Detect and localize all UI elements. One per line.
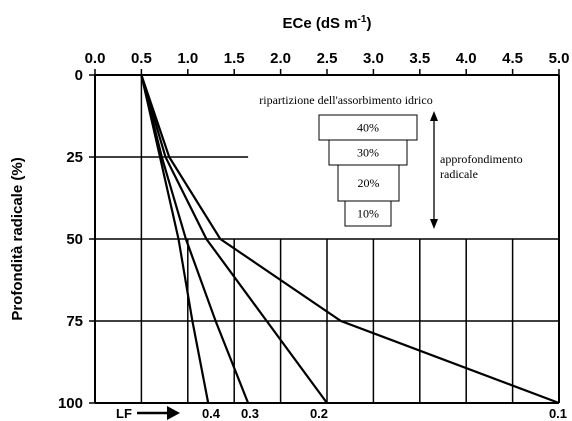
series-line-lf-0.4	[140, 74, 210, 404]
lf-value-label: 0.1	[549, 406, 567, 421]
y-tick-label: 75	[66, 313, 83, 330]
x-tick-labels: 0.0 0.5 1.0 1.5 2.0 2.5 3.0 3.5 4.0 4.5 5.0	[85, 50, 570, 75]
series-line-lf-0.1	[140, 74, 560, 405]
y-tick-label: 0	[75, 67, 83, 84]
x-tick-label: 1.5	[224, 50, 245, 67]
x-tick-label: 3.5	[409, 50, 430, 67]
distribution-value: 30%	[357, 146, 379, 160]
gridlines	[94, 74, 560, 404]
annotation: ripartizione dell'assorbimento idrico 40%…	[259, 93, 523, 229]
distribution-box-1	[318, 114, 418, 141]
distribution-box-4	[344, 200, 392, 227]
x-axis-label: ECe (dS m-1)	[283, 14, 372, 32]
distribution-title: ripartizione dell'assorbimento idrico	[259, 93, 432, 107]
x-tick-label: 4.0	[456, 50, 477, 67]
distribution-box-3	[337, 164, 400, 202]
distribution-value: 20%	[358, 176, 380, 190]
deepening-label-2: radicale	[440, 167, 478, 181]
y-tick-label: 100	[58, 395, 83, 412]
x-tick-label: 3.0	[363, 50, 384, 67]
lf-value-label: 0.2	[310, 406, 328, 421]
distribution-value: 40%	[357, 121, 379, 135]
y-tick-label: 25	[66, 149, 83, 166]
lf-value-label: 0.3	[241, 406, 259, 421]
series-lines	[140, 74, 560, 405]
distribution-box-2	[328, 139, 408, 166]
series-line-lf-0.2	[140, 74, 328, 404]
x-tick-label: 0.5	[131, 50, 152, 67]
x-tick-label: 4.5	[502, 50, 523, 67]
distribution-value: 10%	[357, 207, 379, 221]
x-tick-label: 0.0	[85, 50, 106, 67]
deepening-label-1: approfondimento	[440, 152, 523, 166]
lf-arrow-head	[167, 406, 180, 420]
x-tick-label: 2.0	[270, 50, 291, 67]
x-tick-label: 5.0	[549, 50, 570, 67]
x-tick-label: 2.5	[317, 50, 338, 67]
lf-label: LF	[116, 406, 132, 421]
lf-value-label: 0.4	[202, 406, 221, 421]
y-tick-labels: 0 25 50 75 100	[58, 67, 95, 412]
x-tick-label: 1.0	[177, 50, 198, 67]
y-tick-label: 50	[66, 231, 83, 248]
lf-labels: LF 0.4 0.3 0.2 0.1	[116, 406, 567, 421]
y-axis-label: Profondità radicale (%)	[9, 157, 26, 320]
deepening-arrow-head-up	[430, 111, 438, 121]
series-line-lf-0.3	[140, 74, 250, 404]
deepening-arrow-head-down	[430, 219, 438, 229]
